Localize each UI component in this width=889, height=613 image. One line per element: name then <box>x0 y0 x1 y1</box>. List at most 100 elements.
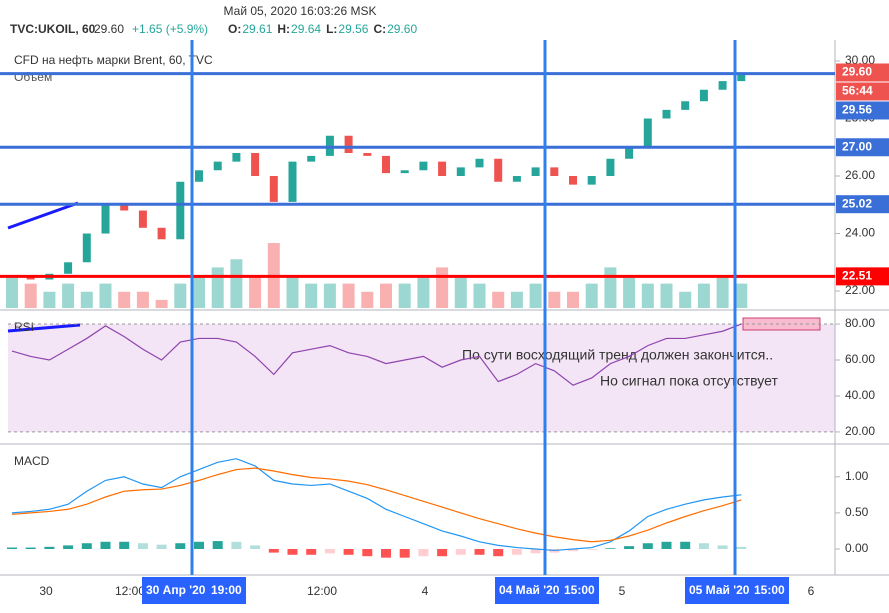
macd-histogram-bar <box>437 549 448 557</box>
time-marker-box <box>495 577 599 604</box>
volume-bar <box>641 283 654 308</box>
candle <box>662 109 671 119</box>
volume-bar <box>548 291 561 308</box>
y-tick-label: 60.00 <box>845 352 875 366</box>
time-label: 6 <box>808 584 815 598</box>
macd-histogram-bar <box>156 544 167 549</box>
ohlc-value: 29.60 <box>387 22 417 36</box>
macd-histogram-bar <box>736 546 747 549</box>
candle <box>269 176 278 202</box>
volume-bar <box>417 275 430 308</box>
time-label: 5 <box>619 584 626 598</box>
candle <box>569 176 577 185</box>
volume-bar <box>118 291 131 308</box>
price-change: +1.65 (+5.9%) <box>132 22 208 36</box>
candle <box>288 161 297 202</box>
time-marker-time: 15:00 <box>754 583 785 597</box>
volume-bar <box>492 291 505 308</box>
candle <box>213 161 222 171</box>
y-tick-label: 20.00 <box>845 424 875 438</box>
candle <box>157 227 166 240</box>
y-tick-label: 26.00 <box>845 168 875 182</box>
price-title: CFD на нефть марки Brent, 60, TVC <box>14 53 213 67</box>
trend-line <box>7 201 79 230</box>
price-label-box <box>836 63 889 82</box>
ohlc-value: 29.61 <box>242 22 272 36</box>
macd-histogram-bar <box>137 543 148 549</box>
macd-histogram-bar <box>642 543 653 549</box>
price-label: 27.00 <box>842 139 872 153</box>
y-tick-label: 22.00 <box>845 283 875 297</box>
price-label-box <box>836 267 889 286</box>
time-marker-box <box>142 577 246 604</box>
volume-bar <box>24 283 37 308</box>
ohlc-key: L: <box>326 22 337 36</box>
volume-bar <box>62 283 75 308</box>
candle <box>101 204 110 234</box>
candle <box>82 233 91 263</box>
y-tick-label: 24.00 <box>845 226 875 240</box>
y-tick-label: 0.00 <box>845 541 869 555</box>
ohlc-key: O: <box>228 22 241 36</box>
candle <box>643 118 652 148</box>
candle <box>681 101 690 110</box>
candle <box>699 89 708 102</box>
volume-bar <box>6 275 18 308</box>
macd-histogram-bar <box>175 543 186 549</box>
volume-bar <box>454 275 467 308</box>
candle <box>550 167 559 177</box>
macd-histogram-bar <box>306 549 317 555</box>
candle <box>176 181 185 240</box>
macd-histogram-bar <box>100 541 111 549</box>
macd-title: MACD <box>14 454 50 468</box>
candle <box>606 158 615 177</box>
candle <box>344 135 353 154</box>
macd-histogram-bar <box>324 549 335 554</box>
volume-bar <box>155 299 168 308</box>
time-label: 4 <box>422 584 429 598</box>
macd-histogram-bar <box>268 549 279 553</box>
candle <box>138 210 147 228</box>
time-label: 12:00 <box>307 584 337 598</box>
candle <box>26 276 35 280</box>
candle <box>531 167 540 177</box>
macd-histogram-bar <box>343 549 354 555</box>
ohlc-value: 29.56 <box>338 22 368 36</box>
volume-bar <box>80 291 93 308</box>
candle <box>382 155 390 174</box>
price-label: 29.60 <box>842 65 872 79</box>
volume-bar <box>361 291 374 308</box>
price-label-box <box>836 138 889 157</box>
y-tick-label: 1.00 <box>845 469 869 483</box>
macd-histogram-bar <box>586 549 597 550</box>
y-tick-label: 80.00 <box>845 316 875 330</box>
macd-histogram-bar <box>362 549 373 557</box>
time-marker-date: 30 Апр '20 <box>146 583 206 597</box>
volume-bar <box>567 291 579 308</box>
candle <box>718 81 727 90</box>
macd-histogram-bar <box>63 545 74 549</box>
candle <box>363 153 372 156</box>
countdown-box <box>836 82 889 101</box>
price-label: 25.02 <box>842 196 872 210</box>
price-label-box <box>836 195 889 214</box>
volume-bar <box>99 283 112 308</box>
candle <box>512 176 521 182</box>
datetime: Май 05, 2020 16:03:26 MSK <box>224 4 377 18</box>
macd-histogram-bar <box>381 549 391 558</box>
macd-histogram-bar <box>81 543 92 549</box>
price-label: 29.56 <box>842 103 872 117</box>
macd-histogram-bar <box>7 547 17 549</box>
rsi-trend-line <box>7 323 81 333</box>
volume-bar <box>249 275 262 308</box>
volume-bar <box>436 267 449 308</box>
countdown: 56:44 <box>842 84 873 98</box>
macd-histogram-bar <box>418 549 429 557</box>
rsi-title: RSI <box>14 320 34 334</box>
signal-line <box>11 467 742 543</box>
ohlc-key: H: <box>277 22 290 36</box>
volume-bar <box>211 267 224 308</box>
